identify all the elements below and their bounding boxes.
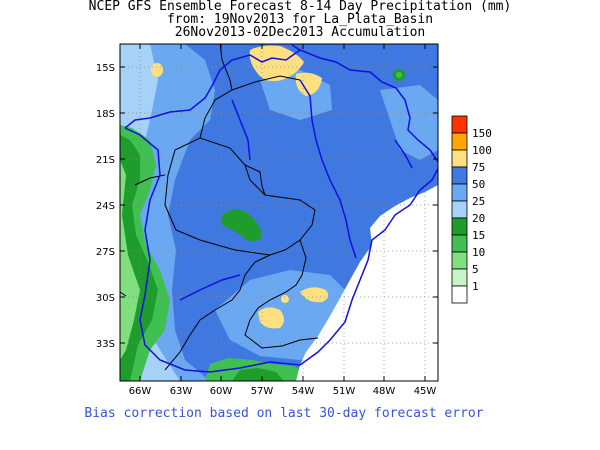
legend-label: 50: [472, 178, 485, 191]
precip-yellow-north-2: [295, 72, 322, 96]
basin-boundary: [124, 44, 438, 373]
legend-label: 25: [472, 195, 485, 208]
lat-label-27s: 27S: [96, 247, 115, 258]
legend-swatch: [451, 217, 468, 236]
lon-label-66w: 66W: [129, 386, 152, 397]
precip-yellow-spot-west: [151, 63, 163, 77]
legend-label: 5: [472, 263, 479, 276]
lon-label-48w: 48W: [373, 386, 396, 397]
bias-correction-note: Bias correction based on last 30-day for…: [84, 406, 484, 421]
lon-label-51w: 51W: [333, 386, 356, 397]
legend-swatch: [451, 251, 468, 270]
legend-label: 20: [472, 212, 485, 225]
legend-swatch: [451, 166, 468, 185]
precip-green-paraguay: [220, 209, 262, 242]
lon-label-57w: 57W: [251, 386, 274, 397]
title-line-1: NCEP GFS Ensemble Forecast 8-14 Day Prec…: [88, 0, 512, 14]
color-legend: 150 100 75 50 25 20 15 10 5 1: [451, 115, 492, 304]
legend-label: 1: [472, 280, 479, 293]
legend-label: 75: [472, 161, 485, 174]
legend-swatch: [451, 115, 468, 134]
country-borders: [120, 44, 319, 371]
precip-yellow-spot-small: [281, 295, 289, 303]
lon-tick-marks: [139, 44, 426, 381]
precip-band-5: [120, 160, 140, 360]
legend-swatch: [451, 183, 468, 202]
lon-label-54w: 54W: [292, 386, 315, 397]
lon-label-63w: 63W: [170, 386, 193, 397]
legend-swatch: [451, 149, 468, 168]
lat-label-30s: 30S: [96, 293, 115, 304]
legend-swatch: [451, 268, 468, 287]
legend-label: 15: [472, 229, 485, 242]
precip-yellow-south: [258, 307, 284, 329]
legend-swatch: [451, 132, 468, 151]
legend-swatch: [451, 234, 468, 253]
lon-label-60w: 60W: [210, 386, 233, 397]
precip-darkgreen-south: [232, 368, 284, 381]
legend-label: 150: [472, 127, 492, 140]
plot-frame: [119, 43, 439, 382]
lat-label-21s: 21S: [96, 155, 115, 166]
ocean-no-data: [296, 185, 438, 381]
map-plot-area: [120, 44, 438, 381]
title-line-2: from: 19Nov2013 for La_Plata_Basin: [166, 12, 434, 27]
legend-label: 10: [472, 246, 485, 259]
precip-yellow-north: [249, 45, 304, 82]
lat-label-15s: 15S: [96, 63, 115, 74]
lat-tick-marks: [120, 66, 438, 344]
lat-label-18s: 18S: [96, 109, 115, 120]
lon-label-45w: 45W: [414, 386, 437, 397]
precip-green-spot-ne-inner: [396, 72, 402, 78]
grid-lines: [120, 44, 438, 381]
lat-label-33s: 33S: [96, 339, 115, 350]
precip-yellow-spot-east: [300, 287, 329, 303]
legend-label: 100: [472, 144, 492, 157]
title-line-3: 26Nov2013-02Dec2013 Accumulation: [174, 25, 426, 40]
lat-label-24s: 24S: [96, 201, 115, 212]
legend-swatch: [451, 285, 468, 304]
legend-swatch: [451, 200, 468, 219]
